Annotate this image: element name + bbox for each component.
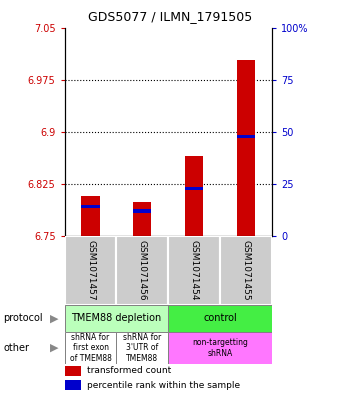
Bar bbox=[82, 196, 100, 236]
Text: GDS5077 / ILMN_1791505: GDS5077 / ILMN_1791505 bbox=[88, 10, 252, 23]
Text: protocol: protocol bbox=[3, 313, 43, 323]
Bar bbox=[168, 236, 220, 305]
Text: GSM1071455: GSM1071455 bbox=[242, 240, 251, 301]
Text: ▶: ▶ bbox=[50, 343, 58, 353]
Bar bbox=[185, 187, 203, 190]
Bar bbox=[237, 135, 255, 138]
Bar bbox=[65, 236, 116, 305]
Bar bbox=[220, 236, 272, 305]
Bar bbox=[65, 365, 81, 376]
Text: non-targetting
shRNA: non-targetting shRNA bbox=[192, 338, 248, 358]
Bar bbox=[133, 202, 151, 236]
Bar bbox=[237, 60, 255, 236]
Text: percentile rank within the sample: percentile rank within the sample bbox=[87, 380, 240, 389]
Text: ▶: ▶ bbox=[50, 313, 58, 323]
Bar bbox=[65, 305, 168, 332]
Bar bbox=[133, 209, 151, 213]
Bar bbox=[168, 332, 272, 364]
Bar bbox=[65, 380, 81, 390]
Text: shRNA for
3'UTR of
TMEM88: shRNA for 3'UTR of TMEM88 bbox=[123, 333, 162, 363]
Bar bbox=[168, 305, 272, 332]
Bar bbox=[185, 156, 203, 236]
Text: GSM1071454: GSM1071454 bbox=[190, 240, 199, 300]
Text: GSM1071456: GSM1071456 bbox=[138, 240, 147, 301]
Text: GSM1071457: GSM1071457 bbox=[86, 240, 95, 301]
Bar bbox=[65, 332, 116, 364]
Bar bbox=[116, 332, 168, 364]
Text: transformed count: transformed count bbox=[87, 366, 172, 375]
Text: control: control bbox=[203, 313, 237, 323]
Bar bbox=[82, 205, 100, 208]
Text: other: other bbox=[3, 343, 29, 353]
Bar bbox=[116, 236, 168, 305]
Text: shRNA for
first exon
of TMEM88: shRNA for first exon of TMEM88 bbox=[70, 333, 112, 363]
Text: TMEM88 depletion: TMEM88 depletion bbox=[71, 313, 162, 323]
